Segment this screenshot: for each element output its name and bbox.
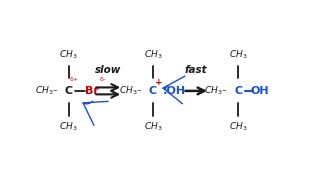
Text: C: C: [64, 86, 73, 96]
Text: :OH: :OH: [162, 86, 186, 96]
Text: $CH_3$–: $CH_3$–: [35, 85, 58, 97]
Text: Br: Br: [85, 86, 99, 96]
Text: δ–: δ–: [99, 77, 106, 82]
FancyArrowPatch shape: [163, 76, 185, 104]
Text: fast: fast: [185, 65, 208, 75]
Text: C: C: [234, 86, 243, 96]
Text: $CH_3$: $CH_3$: [59, 49, 78, 61]
Text: +: +: [155, 78, 162, 87]
Text: $CH_3$: $CH_3$: [144, 49, 162, 61]
Text: $CH_3$–: $CH_3$–: [119, 85, 142, 97]
Text: $CH_3$: $CH_3$: [229, 49, 248, 61]
Text: $CH_3$: $CH_3$: [144, 121, 162, 133]
Text: C: C: [149, 86, 157, 96]
Text: $CH_3$: $CH_3$: [229, 121, 248, 133]
Text: slow: slow: [95, 65, 121, 75]
FancyArrowPatch shape: [83, 101, 108, 125]
Text: $CH_3$: $CH_3$: [59, 121, 78, 133]
Text: δ+: δ+: [69, 77, 78, 82]
Text: OH: OH: [251, 86, 269, 96]
Text: $CH_3$–: $CH_3$–: [204, 85, 228, 97]
